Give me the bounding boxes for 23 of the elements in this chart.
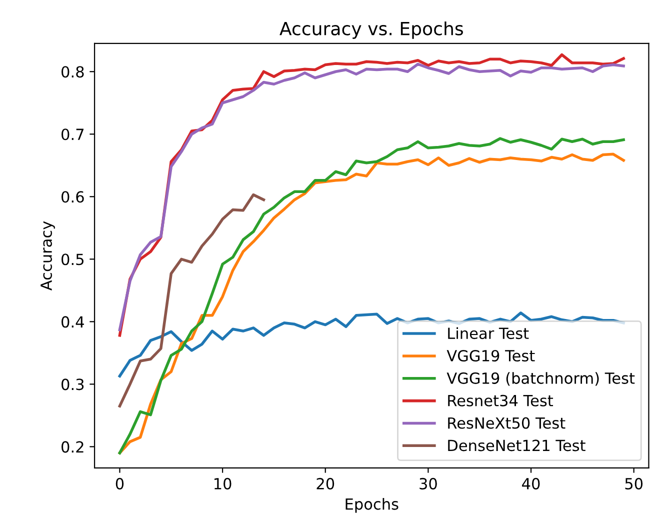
y-axis-title: Accuracy [40,221,55,290]
legend-label: Linear Test [448,327,529,340]
legend-label: DenseNet121 Test [448,440,586,452]
x-tick-label: 0 [116,478,124,490]
x-tick-label: 20 [316,478,334,490]
y-tick-label: 0.4 [62,316,84,328]
legend-label: ResNeXt50 Test [448,417,566,429]
line-series [118,193,266,408]
x-tick-label: 50 [625,478,643,490]
x-tick-label: 40 [522,478,540,490]
y-tick-label: 0.2 [62,441,84,453]
y-tick-label: 0.7 [62,128,84,140]
y-tick-label: 0.3 [62,378,84,390]
y-tick-label: 0.6 [62,191,84,203]
y-tick-label: 0.8 [62,66,84,78]
y-tick-label: 0.5 [62,254,84,266]
chart-title: Accuracy vs. Epochs [280,21,463,39]
x-axis-title: Epochs [346,498,398,513]
x-tick-label: 10 [214,478,232,490]
legend-label: VGG19 (batchnorm) Test [446,372,635,386]
x-tick-label: 30 [420,478,437,490]
legend-label: VGG19 Test [446,350,535,362]
legend-label: Resnet34 Test [448,394,554,406]
